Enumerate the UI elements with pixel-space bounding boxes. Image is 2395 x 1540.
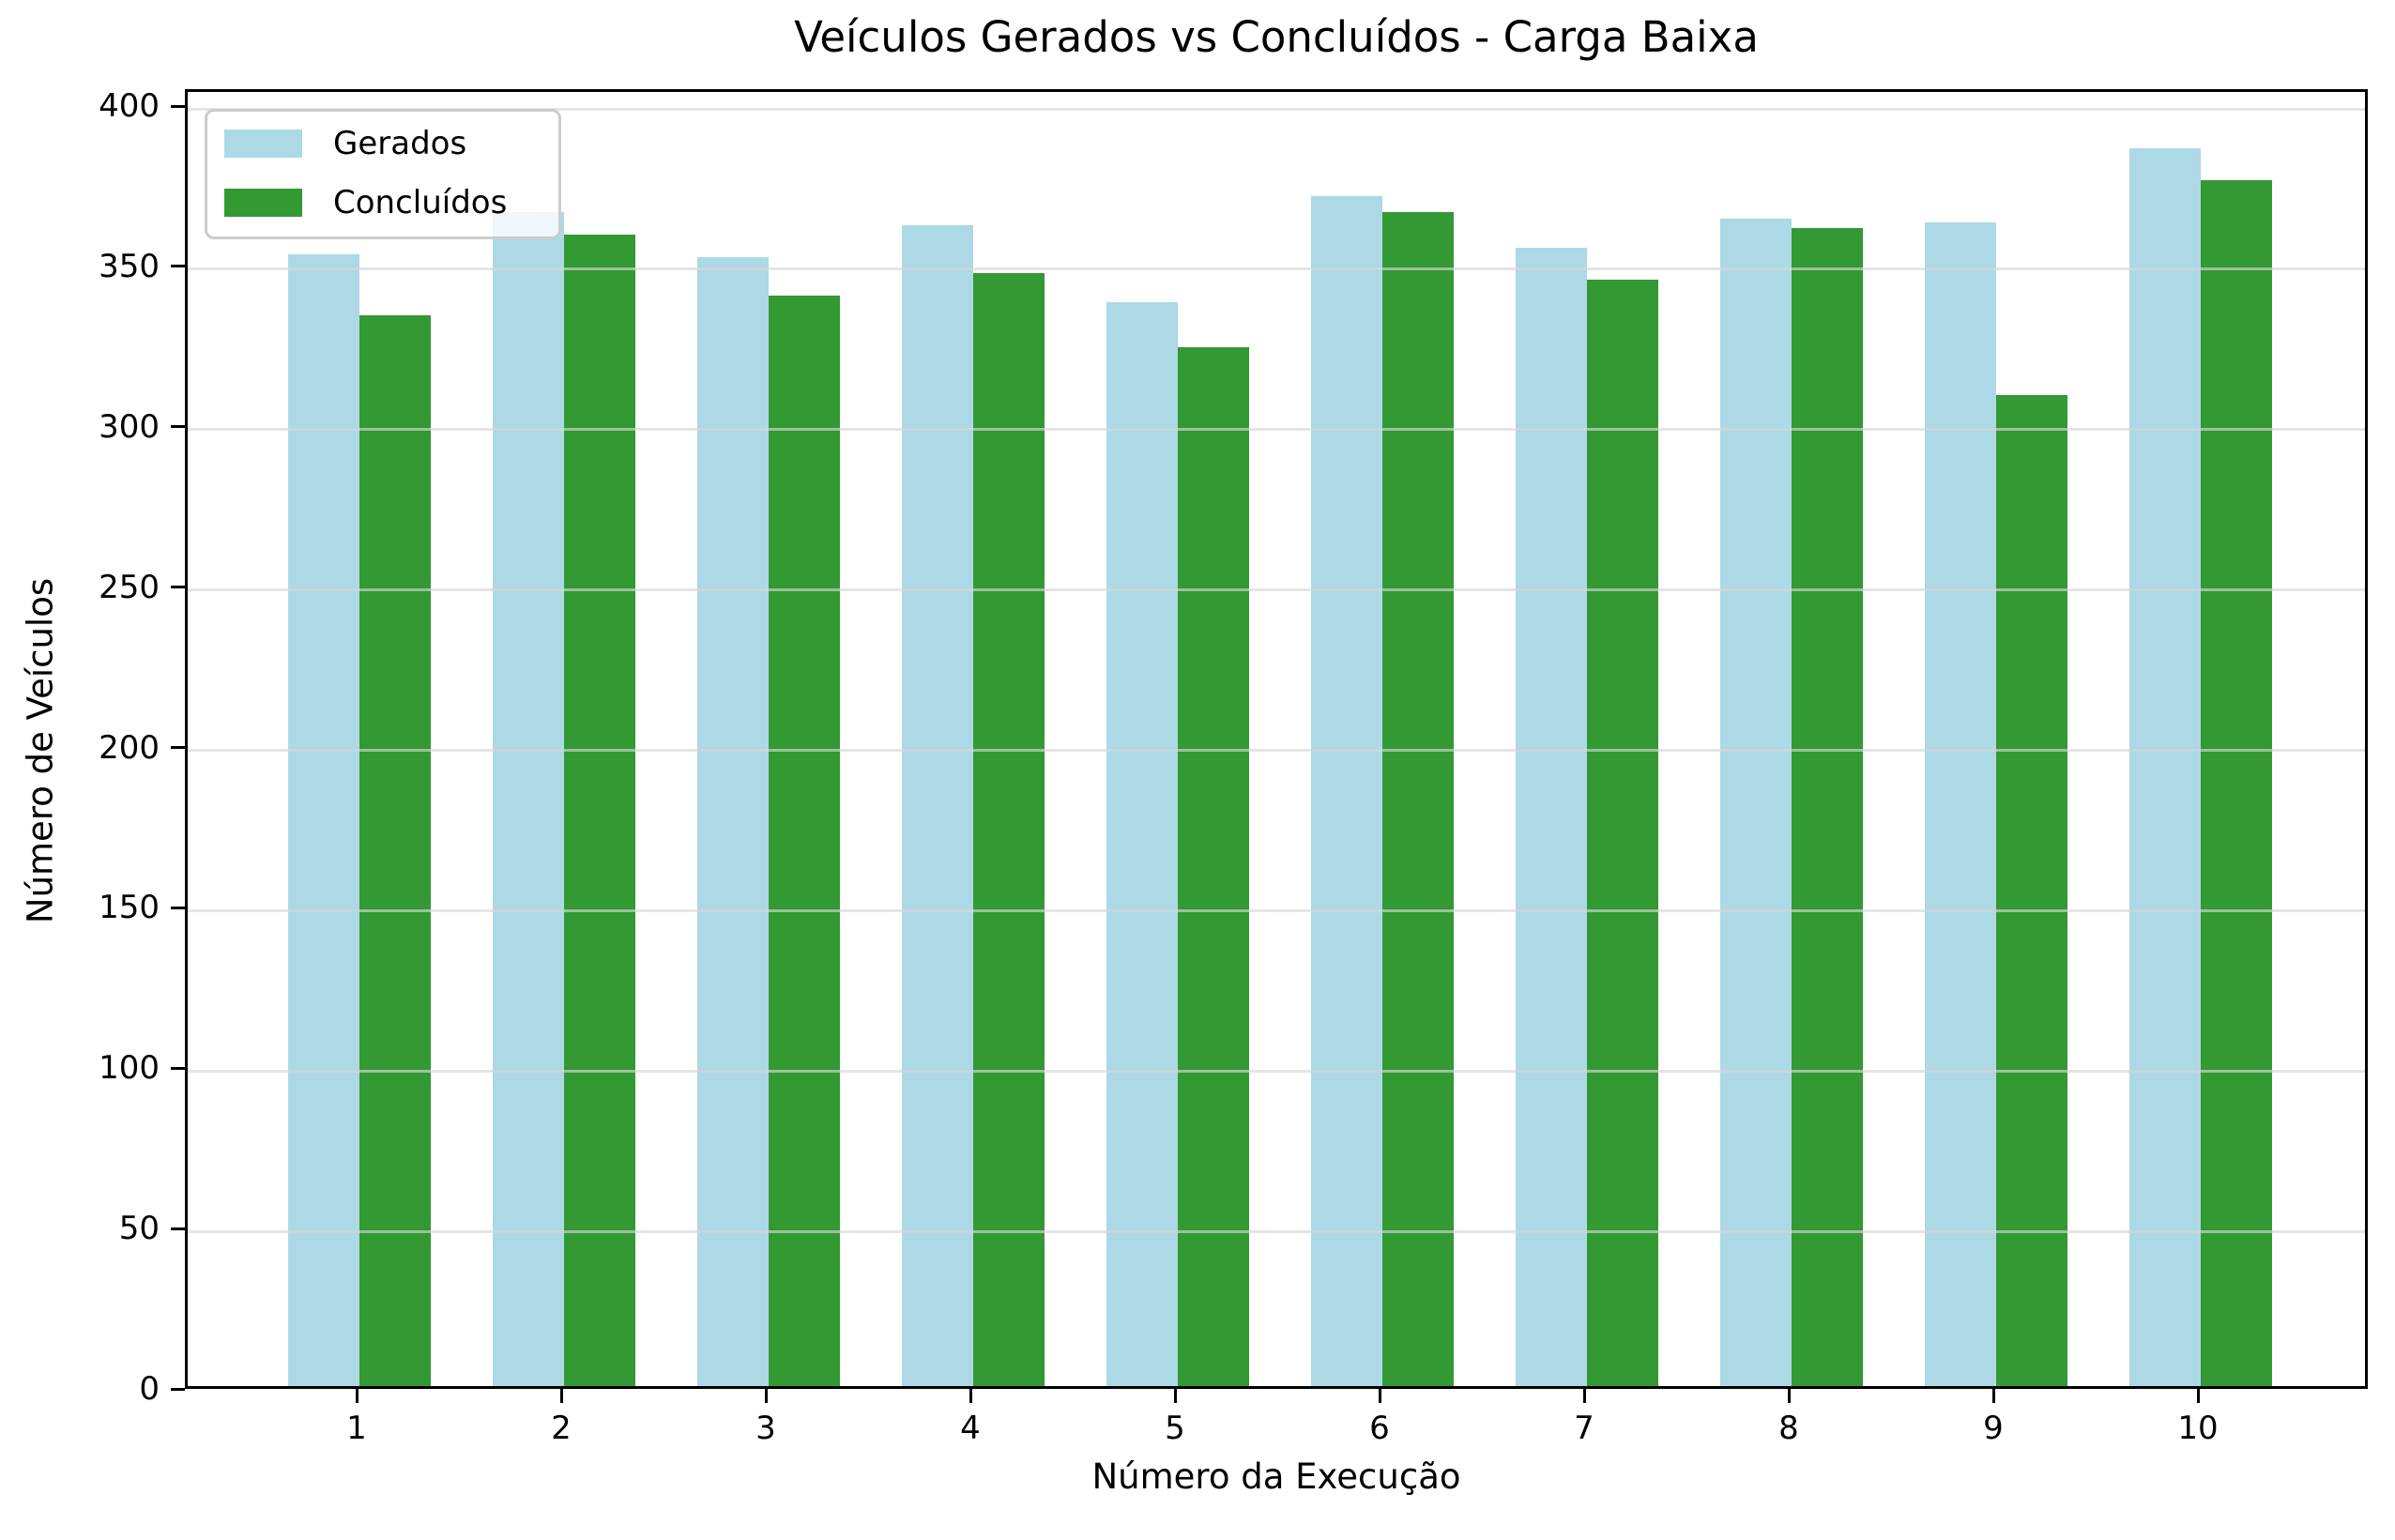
bar-concluidos-2 — [564, 235, 635, 1386]
legend-swatch-concluidos — [224, 189, 302, 217]
legend-item-concluidos: Concluídos — [224, 184, 507, 221]
x-tick-label-6: 6 — [1369, 1410, 1390, 1447]
x-tick-label-10: 10 — [2177, 1410, 2219, 1447]
x-tick-label-2: 2 — [551, 1410, 572, 1447]
legend-item-gerados: Gerados — [224, 125, 466, 162]
x-tick-label-1: 1 — [346, 1410, 367, 1447]
x-tick-mark-4 — [969, 1389, 972, 1403]
y-tick-label-150: 150 — [99, 889, 160, 927]
y-tick-mark-300 — [171, 425, 185, 429]
y-tick-label-200: 200 — [99, 728, 160, 767]
bar-gerados-10 — [2129, 147, 2201, 1386]
bar-concluidos-3 — [769, 296, 840, 1386]
y-tick-label-50: 50 — [118, 1210, 160, 1248]
bar-gerados-7 — [1516, 247, 1587, 1386]
bar-concluidos-4 — [973, 273, 1045, 1386]
bar-gerados-6 — [1311, 196, 1382, 1386]
bars-layer — [188, 92, 2365, 1386]
chart-title: Veículos Gerados vs Concluídos - Carga B… — [794, 12, 1759, 62]
legend: Gerados Concluídos — [205, 109, 561, 239]
bar-gerados-4 — [902, 224, 973, 1386]
bar-gerados-9 — [1925, 221, 1996, 1386]
bar-concluidos-10 — [2201, 180, 2272, 1386]
legend-label-gerados: Gerados — [333, 125, 467, 162]
y-tick-mark-200 — [171, 746, 185, 750]
x-tick-label-7: 7 — [1574, 1410, 1594, 1447]
x-tick-mark-7 — [1582, 1389, 1586, 1403]
y-tick-label-250: 250 — [99, 568, 160, 606]
y-tick-label-400: 400 — [99, 87, 160, 126]
bar-concluidos-8 — [1792, 228, 1863, 1386]
bar-gerados-8 — [1720, 219, 1792, 1386]
y-tick-mark-150 — [171, 906, 185, 909]
x-tick-label-8: 8 — [1778, 1410, 1799, 1447]
bar-gerados-2 — [493, 212, 564, 1386]
y-tick-label-0: 0 — [139, 1370, 160, 1408]
y-tick-mark-250 — [171, 586, 185, 589]
y-tick-label-350: 350 — [99, 247, 160, 285]
x-tick-label-5: 5 — [1165, 1410, 1185, 1447]
x-tick-mark-3 — [764, 1389, 768, 1403]
y-tick-mark-0 — [171, 1387, 185, 1391]
bar-concluidos-6 — [1382, 212, 1454, 1386]
y-tick-mark-350 — [171, 265, 185, 268]
y-tick-mark-100 — [171, 1066, 185, 1070]
bar-concluidos-1 — [359, 314, 431, 1386]
bar-gerados-3 — [697, 257, 769, 1386]
bar-concluidos-5 — [1178, 346, 1249, 1386]
y-tick-label-100: 100 — [99, 1049, 160, 1088]
legend-label-concluidos: Concluídos — [333, 184, 508, 221]
y-tick-mark-50 — [171, 1227, 185, 1230]
bar-gerados-1 — [288, 253, 359, 1386]
x-tick-label-4: 4 — [960, 1410, 981, 1447]
x-tick-mark-9 — [1991, 1389, 1995, 1403]
legend-swatch-gerados — [224, 130, 302, 158]
bar-concluidos-7 — [1587, 280, 1658, 1386]
x-tick-label-3: 3 — [755, 1410, 776, 1447]
x-tick-mark-1 — [355, 1389, 358, 1403]
x-axis-label: Número da Execução — [1091, 1456, 1461, 1497]
x-tick-mark-6 — [1378, 1389, 1381, 1403]
x-tick-label-9: 9 — [1983, 1410, 2004, 1447]
bar-concluidos-9 — [1996, 395, 2067, 1386]
x-tick-mark-10 — [2196, 1389, 2200, 1403]
x-tick-mark-8 — [1787, 1389, 1791, 1403]
y-tick-label-300: 300 — [99, 407, 160, 446]
plot-area: Gerados Concluídos — [185, 89, 2368, 1389]
y-tick-mark-400 — [171, 104, 185, 108]
bar-gerados-5 — [1106, 301, 1178, 1386]
x-tick-mark-5 — [1173, 1389, 1177, 1403]
x-tick-mark-2 — [559, 1389, 563, 1403]
